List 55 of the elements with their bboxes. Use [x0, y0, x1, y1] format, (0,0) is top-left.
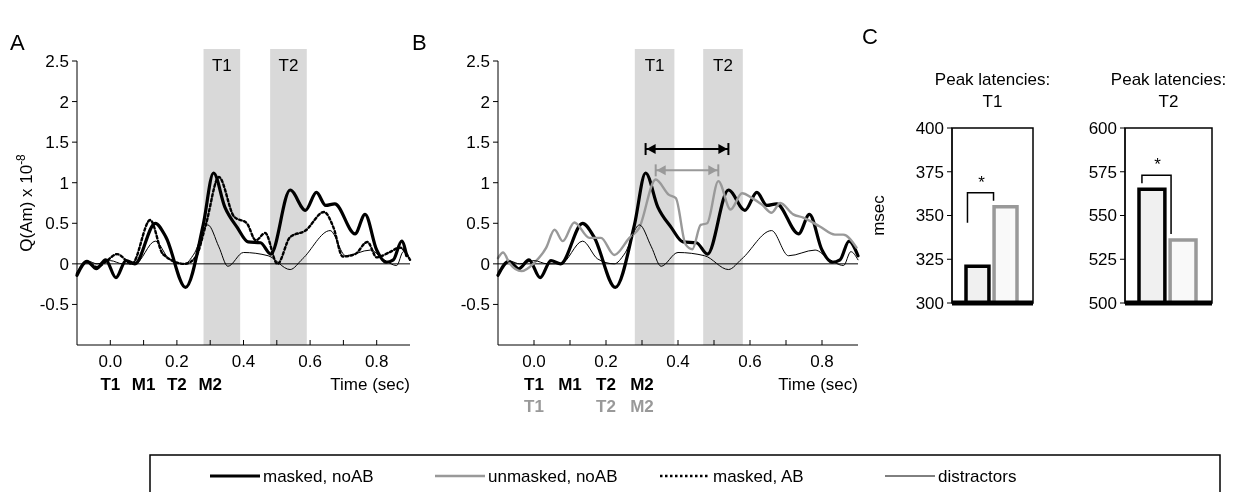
x-tick-label: 0.4	[231, 352, 256, 371]
legend-label: masked, noAB	[263, 466, 374, 486]
chart-title: Peak latencies: T1	[934, 70, 1051, 111]
x-tick-label: 0.6	[298, 352, 322, 371]
y-tick-label: 0.5	[45, 214, 69, 234]
y-tick-label: 1	[59, 173, 69, 193]
legend-label: distractors	[938, 466, 1017, 486]
band-label: T2	[278, 56, 299, 75]
y-tick-label: 400	[915, 118, 944, 138]
text: B	[412, 30, 427, 55]
band-label: T1	[644, 56, 665, 75]
y-tick-label: 300	[915, 293, 944, 313]
text: T1 M1 T2 M2	[100, 375, 223, 394]
x-tick-label: 0.0	[98, 352, 123, 371]
annotation: *	[1154, 155, 1162, 175]
text: T1 M1 T2 M2	[524, 375, 654, 394]
y-tick-label: -0.5	[39, 295, 69, 315]
x-axis-title: Time (sec)	[778, 375, 858, 394]
legend-label: unmasked, noAB	[488, 466, 618, 486]
text: C	[862, 24, 878, 49]
annotation: *	[978, 172, 986, 192]
y-tick-label: 2	[480, 92, 490, 112]
band-label: T1	[211, 56, 232, 75]
y-tick-label: 2.5	[466, 51, 490, 71]
x-tick-label: 0.0	[522, 352, 546, 371]
y-tick-label: 2.5	[45, 51, 69, 71]
x-tick-label: 0.2	[594, 352, 618, 371]
y-tick-label: 500	[1088, 293, 1117, 313]
y-tick-label: 575	[1088, 162, 1117, 182]
x-axis-title: Time (sec)	[330, 375, 410, 394]
x-tick-label: 0.6	[738, 352, 762, 371]
y-tick-label: -0.5	[460, 295, 490, 315]
y-tick-label: 325	[915, 250, 944, 270]
y-tick-label: 1.5	[45, 133, 69, 153]
y-tick-label: 550	[1088, 206, 1117, 226]
x-tick-label: 0.8	[810, 352, 834, 371]
y-tick-label: 1	[480, 173, 490, 193]
y-tick-label: 0	[480, 254, 490, 274]
y-tick-label: 350	[915, 206, 944, 226]
y-tick-label: 375	[915, 162, 944, 182]
y-tick-label: 1.5	[466, 133, 490, 153]
text: A	[10, 30, 25, 55]
y-tick-label: 0.5	[466, 214, 490, 234]
y-tick-label: 2	[59, 92, 69, 112]
x-tick-label: 0.8	[364, 352, 389, 371]
y-axis-title: msec	[869, 194, 888, 236]
text: T1 T2 M2	[524, 397, 654, 416]
x-tick-label: 0.2	[165, 352, 189, 371]
chart-title: Peak latencies: T2	[1110, 70, 1227, 111]
legend-label: masked, AB	[713, 466, 804, 486]
x-tick-label: 0.4	[666, 352, 690, 371]
band-label: T2	[713, 56, 733, 75]
y-tick-label: 0	[59, 254, 69, 274]
y-tick-label: 525	[1088, 250, 1117, 270]
y-tick-label: 600	[1088, 118, 1117, 138]
